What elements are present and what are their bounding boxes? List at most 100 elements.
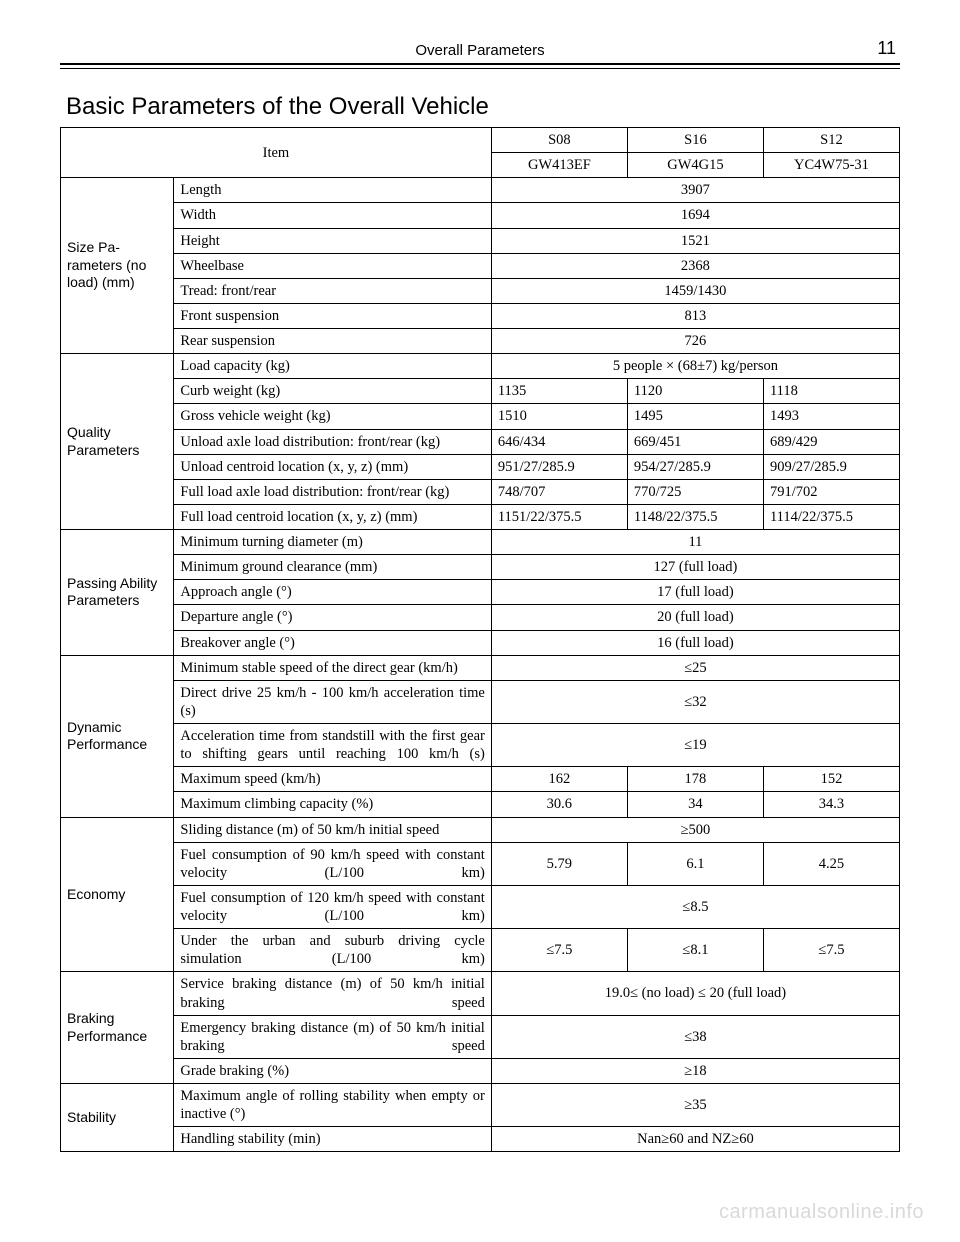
row-item: Handling stability (min): [174, 1127, 491, 1152]
row-value: 20 (full load): [491, 605, 899, 630]
row-value: 3907: [491, 178, 899, 203]
row-item: Fuel consumption of 90 km/h speed with c…: [174, 842, 491, 885]
table-row: Tread: front/rear1459/1430: [61, 278, 900, 303]
row-item: Maximum angle of rolling stability when …: [174, 1084, 491, 1127]
row-value: 30.6: [491, 792, 627, 817]
row-value: 1135: [491, 379, 627, 404]
row-value: 1118: [763, 379, 899, 404]
row-item: Under the urban and suburb driving cycle…: [174, 929, 491, 972]
row-value: Nan≥60 and NZ≥60: [491, 1127, 899, 1152]
row-value: 1120: [627, 379, 763, 404]
row-item: Tread: front/rear: [174, 278, 491, 303]
row-value: 178: [627, 767, 763, 792]
row-item: Maximum speed (km/h): [174, 767, 491, 792]
col-s08: S08: [491, 128, 627, 153]
row-value: 5.79: [491, 842, 627, 885]
table-row: Gross vehicle weight (kg)151014951493: [61, 404, 900, 429]
table-row: Size Pa-rameters (no load) (mm)Length390…: [61, 178, 900, 203]
table-row: Breakover angle (°)16 (full load): [61, 630, 900, 655]
group-label: Size Pa-rameters (no load) (mm): [61, 178, 174, 354]
row-item: Minimum stable speed of the direct gear …: [174, 655, 491, 680]
row-value: 1495: [627, 404, 763, 429]
row-value: 5 people × (68±7) kg/person: [491, 354, 899, 379]
col-s16: S16: [627, 128, 763, 153]
table-row: Rear suspension726: [61, 329, 900, 354]
row-value: 1114/22/375.5: [763, 504, 899, 529]
col-engine-1: GW413EF: [491, 153, 627, 178]
table-row: StabilityMaximum angle of rolling stabil…: [61, 1084, 900, 1127]
table-row: Curb weight (kg)113511201118: [61, 379, 900, 404]
row-value: 689/429: [763, 429, 899, 454]
table-row: Passing Ability ParametersMinimum turnin…: [61, 530, 900, 555]
row-item: Sliding distance (m) of 50 km/h initial …: [174, 817, 491, 842]
page-header: Overall Parameters 11: [60, 38, 900, 63]
row-value: 1151/22/375.5: [491, 504, 627, 529]
row-value: 1148/22/375.5: [627, 504, 763, 529]
row-value: ≤8.5: [491, 885, 899, 928]
row-value: 1694: [491, 203, 899, 228]
row-item: Wheelbase: [174, 253, 491, 278]
col-item: Item: [61, 128, 492, 178]
header-rule: [60, 63, 900, 69]
row-item: Height: [174, 228, 491, 253]
row-value: 162: [491, 767, 627, 792]
row-value: ≥500: [491, 817, 899, 842]
row-value: 16 (full load): [491, 630, 899, 655]
row-value: 791/702: [763, 479, 899, 504]
table-header-row: ItemS08S16S12: [61, 128, 900, 153]
row-item: Service braking distance (m) of 50 km/h …: [174, 972, 491, 1015]
row-value: ≥35: [491, 1084, 899, 1127]
page: Overall Parameters 11 Basic Parameters o…: [0, 0, 960, 1242]
row-item: Breakover angle (°): [174, 630, 491, 655]
row-value: 813: [491, 303, 899, 328]
row-value: 646/434: [491, 429, 627, 454]
row-item: Rear suspension: [174, 329, 491, 354]
table-row: Acceleration time from standstill with t…: [61, 724, 900, 767]
table-row: Grade braking (%)≥18: [61, 1058, 900, 1083]
row-value: ≤8.1: [627, 929, 763, 972]
row-value: 2368: [491, 253, 899, 278]
table-row: Unload centroid location (x, y, z) (mm)9…: [61, 454, 900, 479]
table-row: Under the urban and suburb driving cycle…: [61, 929, 900, 972]
col-s12: S12: [763, 128, 899, 153]
row-value: 152: [763, 767, 899, 792]
row-value: 17 (full load): [491, 580, 899, 605]
table-row: Braking PerformanceService braking dista…: [61, 972, 900, 1015]
row-item: Minimum turning diameter (m): [174, 530, 491, 555]
row-value: 951/27/285.9: [491, 454, 627, 479]
row-item: Full load centroid location (x, y, z) (m…: [174, 504, 491, 529]
table-row: EconomySliding distance (m) of 50 km/h i…: [61, 817, 900, 842]
row-value: 1521: [491, 228, 899, 253]
row-value: 748/707: [491, 479, 627, 504]
row-value: ≤7.5: [491, 929, 627, 972]
row-value: 954/27/285.9: [627, 454, 763, 479]
group-label: Passing Ability Parameters: [61, 530, 174, 656]
table-row: Approach angle (°)17 (full load): [61, 580, 900, 605]
table-row: Departure angle (°)20 (full load): [61, 605, 900, 630]
row-item: Gross vehicle weight (kg): [174, 404, 491, 429]
row-item: Departure angle (°): [174, 605, 491, 630]
row-item: Maximum climbing capacity (%): [174, 792, 491, 817]
section-title: Basic Parameters of the Overall Vehicle: [66, 93, 900, 121]
row-item: Fuel consumption of 120 km/h speed with …: [174, 885, 491, 928]
table-row: Full load centroid location (x, y, z) (m…: [61, 504, 900, 529]
col-engine-3: YC4W75-31: [763, 153, 899, 178]
row-value: 127 (full load): [491, 555, 899, 580]
table-row: Unload axle load distribution: front/rea…: [61, 429, 900, 454]
row-item: Approach angle (°): [174, 580, 491, 605]
row-value: 909/27/285.9: [763, 454, 899, 479]
group-label: Stability: [61, 1084, 174, 1152]
row-item: Acceleration time from standstill with t…: [174, 724, 491, 767]
table-row: Full load axle load distribution: front/…: [61, 479, 900, 504]
row-value: 34: [627, 792, 763, 817]
row-value: 669/451: [627, 429, 763, 454]
row-value: 1459/1430: [491, 278, 899, 303]
row-item: Direct drive 25 km/h - 100 km/h accelera…: [174, 680, 491, 723]
table-row: Maximum speed (km/h)162178152: [61, 767, 900, 792]
row-item: Unload centroid location (x, y, z) (mm): [174, 454, 491, 479]
row-item: Load capacity (kg): [174, 354, 491, 379]
table-row: Height1521: [61, 228, 900, 253]
table-row: Fuel consumption of 90 km/h speed with c…: [61, 842, 900, 885]
row-item: Emergency braking distance (m) of 50 km/…: [174, 1015, 491, 1058]
row-value: 34.3: [763, 792, 899, 817]
